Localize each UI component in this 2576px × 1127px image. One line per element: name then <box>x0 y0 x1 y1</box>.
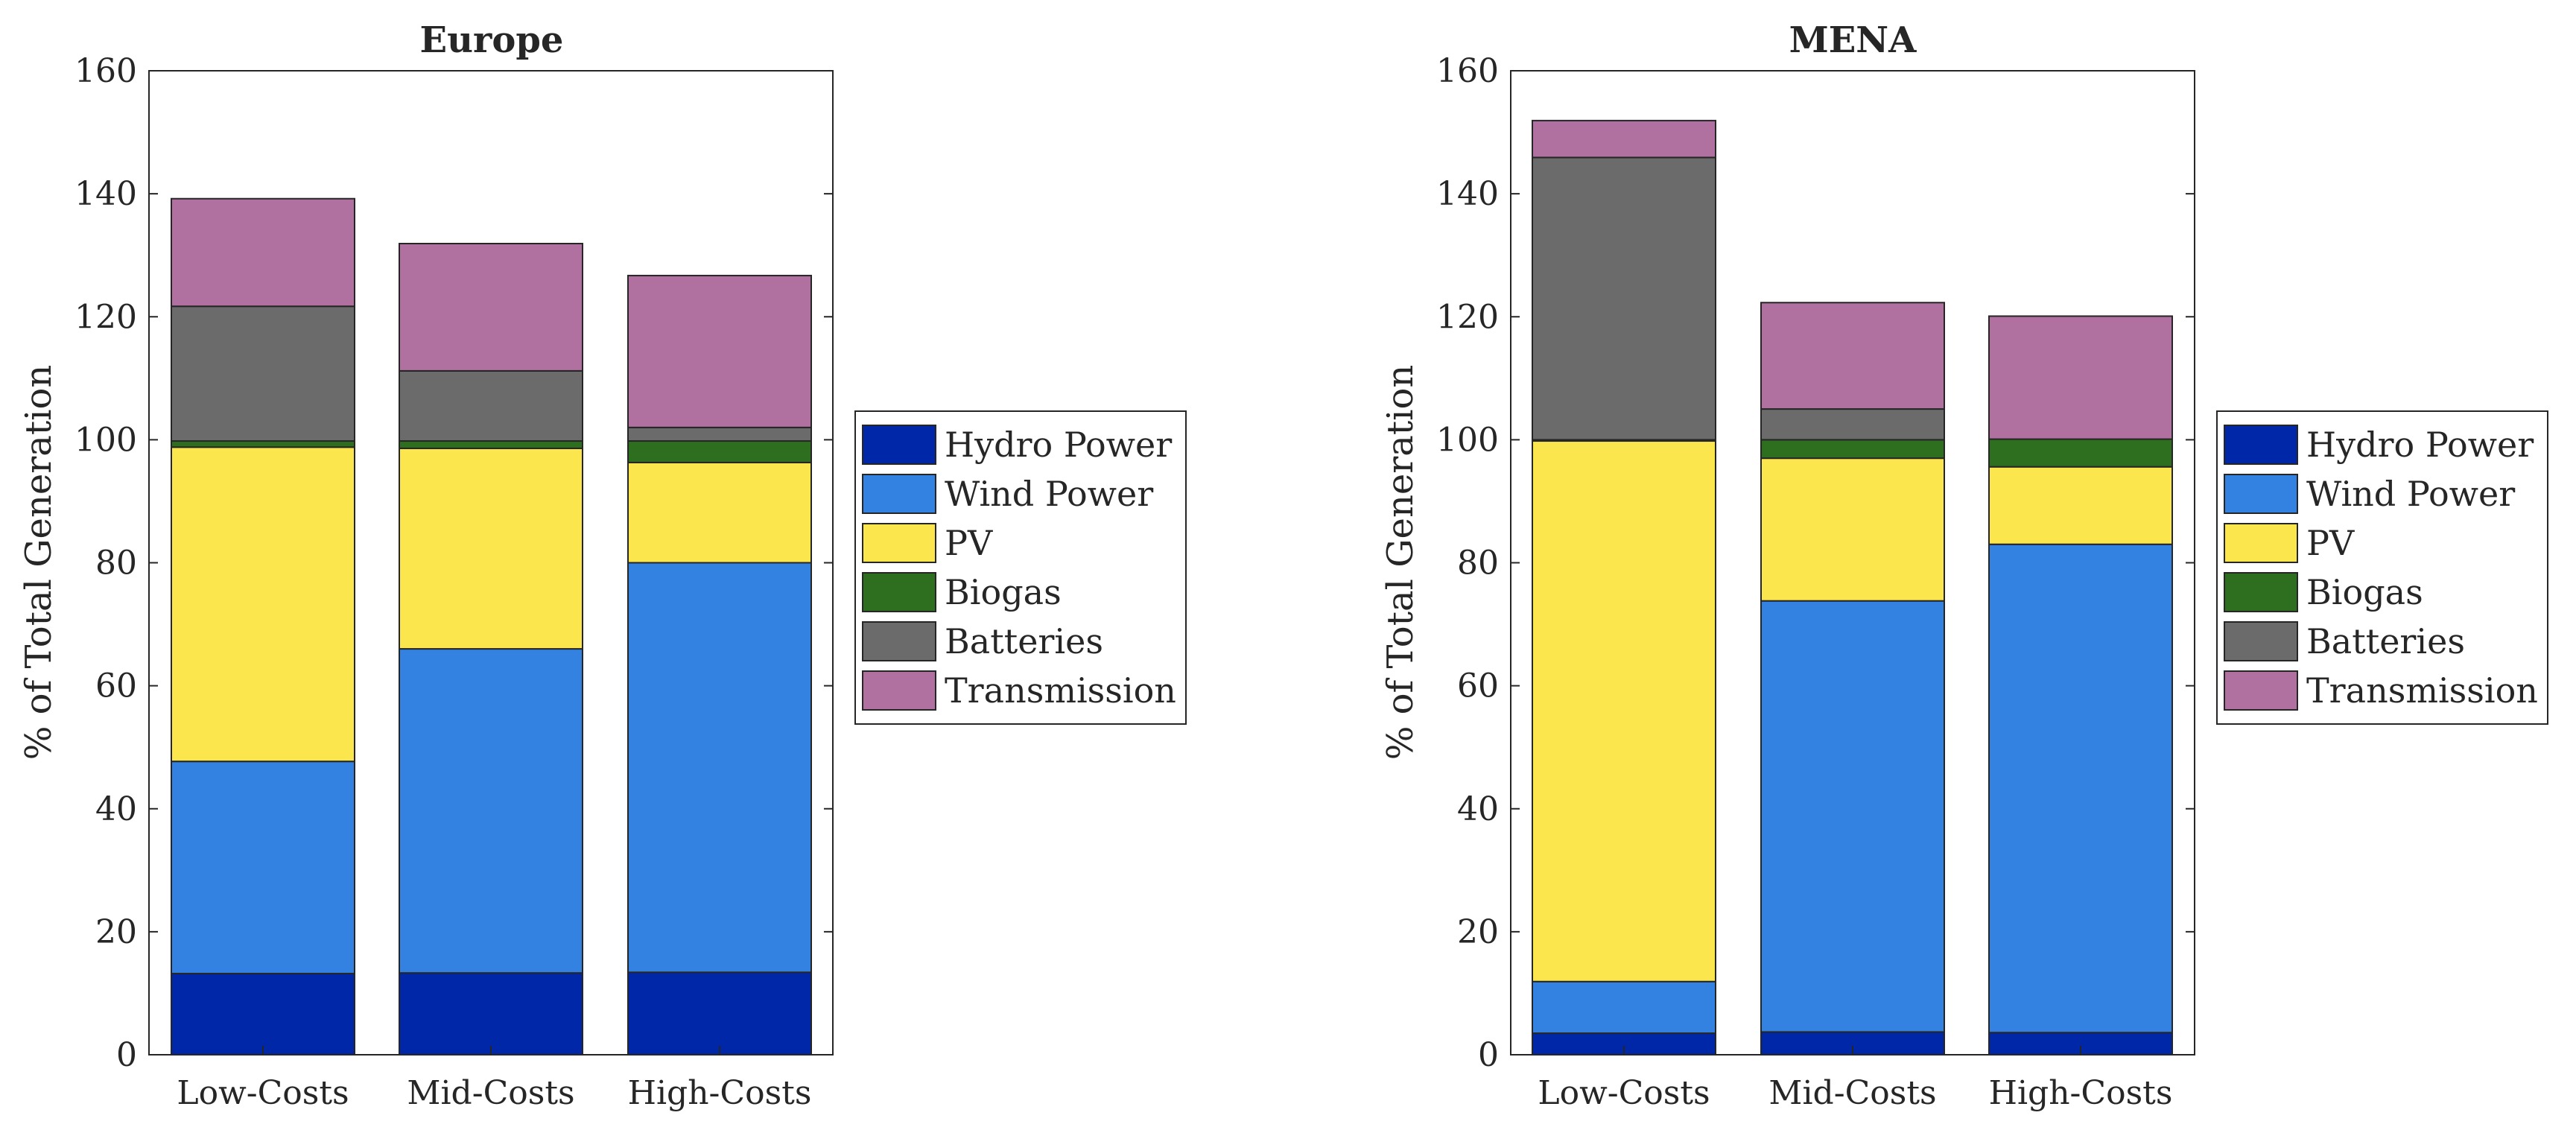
y-tick-label: 100 <box>74 421 137 459</box>
legend-swatch <box>862 523 936 563</box>
bar-segment-pv <box>1988 466 2173 545</box>
legend-label: Transmission <box>945 670 1176 711</box>
x-tick-label: Low-Costs <box>1538 1074 1710 1112</box>
legend-label: Wind Power <box>945 474 1153 514</box>
legend-swatch <box>2224 523 2298 563</box>
bar-segment-transmission <box>399 243 583 372</box>
bar-segment-transmission <box>1760 302 1945 410</box>
legend-label: Biogas <box>945 572 1062 612</box>
y-tick-label: 20 <box>1457 913 1499 951</box>
y-tick-label: 120 <box>74 298 137 336</box>
bar-segment-hydro-power <box>399 972 583 1056</box>
legend-label: Hydro Power <box>2306 425 2534 465</box>
chart-title: Europe <box>420 19 564 61</box>
bar-segment-pv <box>399 447 583 650</box>
y-tick-label: 40 <box>95 790 137 828</box>
y-tick-label: 40 <box>1457 790 1499 828</box>
bar-segment-hydro-power <box>627 971 812 1055</box>
bar-segment-pv <box>1532 440 1716 982</box>
legend-label: PV <box>2306 523 2355 563</box>
bar-segment-transmission <box>627 274 812 428</box>
legend-label: Hydro Power <box>945 425 1172 465</box>
x-tick-label: Mid-Costs <box>1768 1074 1936 1112</box>
bar-segment-biogas <box>171 440 355 448</box>
bar-segment-wind-power <box>1760 600 1945 1033</box>
legend-swatch <box>862 670 936 711</box>
bar-segment-transmission <box>1532 119 1716 159</box>
legend-label: Wind Power <box>2306 474 2515 514</box>
bar-segment-wind-power <box>627 562 812 974</box>
legend-label: Biogas <box>2306 572 2423 612</box>
x-tick-label: High-Costs <box>1989 1074 2173 1112</box>
bar-segment-batteries <box>1760 408 1945 441</box>
bar-segment-pv <box>627 461 812 564</box>
x-tick-label: High-Costs <box>628 1074 812 1112</box>
legend-swatch <box>2224 621 2298 661</box>
legend-swatch <box>2224 670 2298 711</box>
y-tick-label: 80 <box>1457 545 1499 582</box>
x-tick-label: Mid-Costs <box>407 1074 574 1112</box>
legend-swatch <box>2224 474 2298 514</box>
bar-segment-batteries <box>399 369 583 442</box>
y-tick-label: 80 <box>95 545 137 582</box>
y-tick-label: 140 <box>1436 175 1499 213</box>
bar-segment-hydro-power <box>171 973 355 1055</box>
bar-segment-wind-power <box>1988 543 2173 1034</box>
y-axis-label: % of Total Generation <box>18 365 60 761</box>
legend-swatch <box>2224 425 2298 465</box>
legend-swatch <box>862 572 936 612</box>
bar-segment-batteries <box>1532 156 1716 441</box>
bar-segment-biogas <box>627 440 812 463</box>
bar-segment-pv <box>1760 457 1945 602</box>
legend-label: Transmission <box>2306 670 2538 711</box>
bar-segment-transmission <box>171 197 355 308</box>
bar-segment-batteries <box>627 426 812 442</box>
y-tick-label: 60 <box>1457 667 1499 705</box>
chart-mena: MENA 0 20 40 60 80 100 120 140 160 Low-Costs Mid-C… <box>1380 19 2548 1112</box>
y-tick-label: 120 <box>1436 298 1499 336</box>
bar-segment-wind-power <box>399 648 583 974</box>
chart-title: MENA <box>1789 19 1917 61</box>
y-axis-label: % of Total Generation <box>1380 365 1421 761</box>
y-tick-label: 60 <box>95 667 137 705</box>
bar-segment-biogas <box>1760 439 1945 460</box>
y-tick-label: 160 <box>1436 52 1499 90</box>
y-tick-label: 20 <box>95 913 137 951</box>
bar-segment-biogas <box>399 440 583 449</box>
y-tick-label: 100 <box>1436 421 1499 459</box>
bar-segment-transmission <box>1988 315 2173 440</box>
bar-segment-pv <box>171 446 355 763</box>
legend-label: Batteries <box>2306 621 2465 661</box>
y-tick-label: 140 <box>74 175 137 213</box>
bar-segment-batteries <box>171 305 355 442</box>
y-tick-label: 160 <box>74 52 137 90</box>
bar-segment-biogas <box>1988 438 2173 468</box>
chart-europe: Europe 0 20 40 60 80 100 120 140 160 Low-Costs Mid… <box>18 19 1187 1112</box>
bar-segment-wind-power <box>171 761 355 975</box>
legend-swatch <box>2224 572 2298 612</box>
x-tick-label: Low-Costs <box>177 1074 349 1112</box>
legend-label: Batteries <box>945 621 1103 661</box>
legend-swatch <box>862 474 936 514</box>
legend-label: PV <box>945 523 993 563</box>
bar-segment-wind-power <box>1532 980 1716 1035</box>
legend-swatch <box>862 621 936 661</box>
y-tick-label: 0 <box>1478 1036 1499 1074</box>
y-tick-label: 0 <box>116 1036 137 1074</box>
legend-swatch <box>862 425 936 465</box>
